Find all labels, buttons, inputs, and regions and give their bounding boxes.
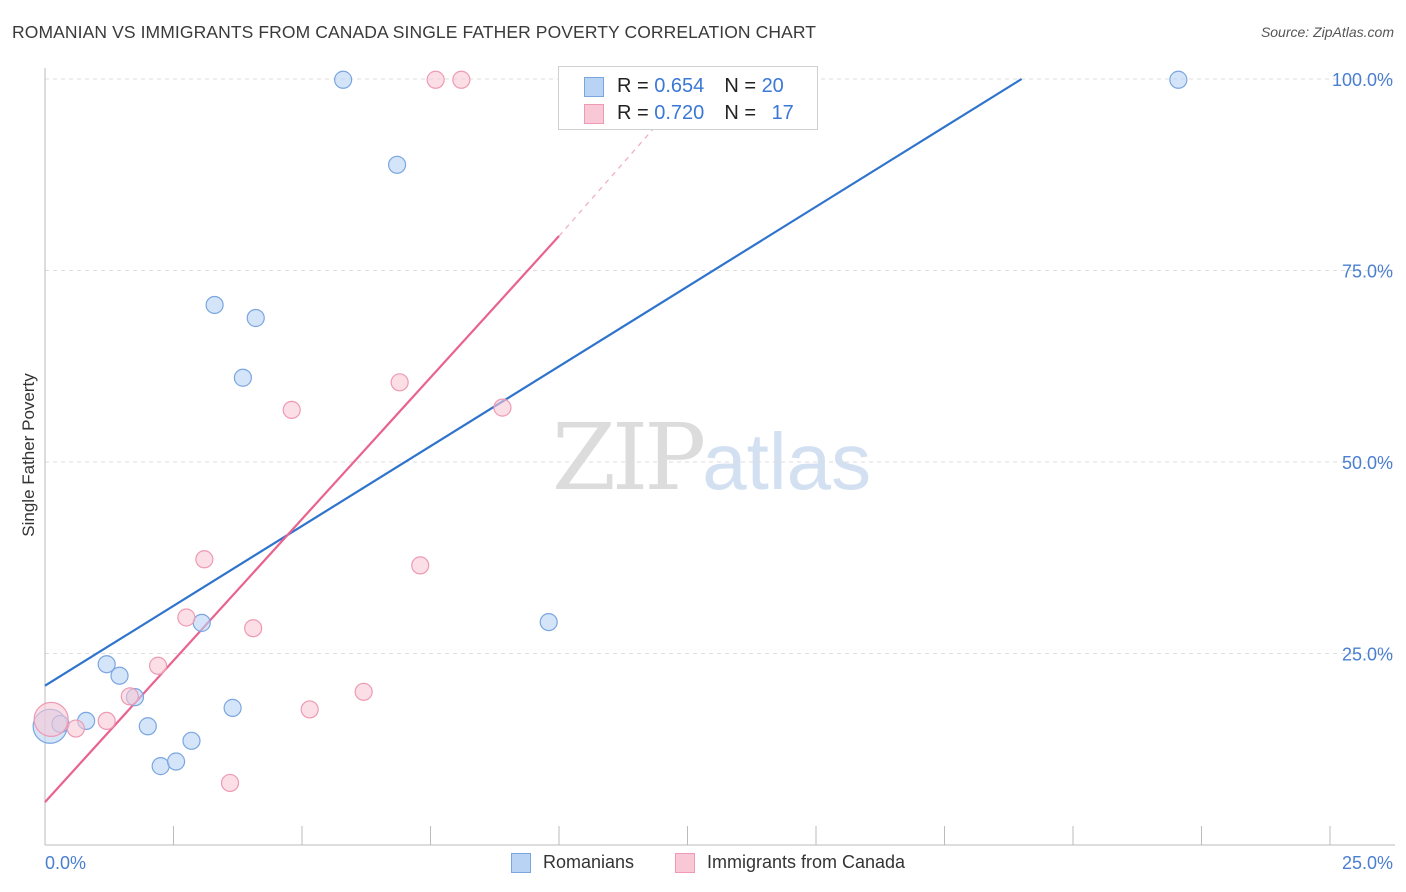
point-blue-15 bbox=[334, 70, 353, 89]
point-blue-8 bbox=[166, 752, 186, 771]
point-pink-1 bbox=[66, 719, 85, 738]
point-blue-9 bbox=[182, 731, 201, 750]
point-blue-7 bbox=[151, 757, 170, 776]
axes bbox=[44, 68, 1395, 846]
point-pink-15 bbox=[452, 70, 471, 89]
point-pink-11 bbox=[354, 682, 373, 701]
grid-lines bbox=[45, 78, 1395, 654]
legend-stats-canada: R = 0.720 N = 17 bbox=[617, 102, 794, 124]
x-tick-label-max: 25.0% bbox=[1342, 853, 1393, 873]
series-label-canada: Immigrants from Canada bbox=[707, 852, 906, 872]
point-pink-12 bbox=[390, 373, 409, 392]
series-legend: Romanians Immigrants from Canada bbox=[0, 852, 1406, 878]
point-blue-17 bbox=[539, 612, 558, 632]
point-pink-6 bbox=[195, 550, 214, 569]
point-pink-7 bbox=[220, 773, 240, 793]
point-pink-10 bbox=[300, 700, 319, 719]
point-pink-0 bbox=[33, 701, 69, 737]
legend-stats-romanians: R = 0.654 N = 20 bbox=[617, 75, 784, 97]
point-blue-13 bbox=[233, 368, 252, 387]
point-blue-3 bbox=[97, 655, 116, 674]
point-pink-9 bbox=[282, 400, 301, 420]
point-blue-12 bbox=[223, 698, 242, 717]
point-pink-4 bbox=[148, 656, 168, 675]
point-pink-3 bbox=[120, 687, 139, 706]
y-tick-label-100: 100.0% bbox=[1332, 70, 1393, 90]
point-pink-14 bbox=[426, 70, 445, 89]
point-blue-16 bbox=[387, 155, 407, 174]
y-tick-label-50: 50.0% bbox=[1342, 453, 1393, 473]
chart-title: ROMANIAN VS IMMIGRANTS FROM CANADA SINGL… bbox=[12, 22, 817, 42]
point-blue-4 bbox=[110, 666, 129, 685]
point-blue-10 bbox=[192, 613, 211, 632]
trend-line-extension-pink bbox=[558, 124, 658, 237]
data-points bbox=[32, 70, 1188, 793]
point-pink-8 bbox=[244, 619, 263, 638]
y-tick-label-25: 25.0% bbox=[1342, 645, 1393, 665]
point-pink-16 bbox=[493, 398, 512, 417]
point-blue-11 bbox=[205, 295, 224, 315]
legend-swatch-pink bbox=[584, 104, 604, 124]
correlation-legend: R = 0.654 N = 20 R = 0.720 N = 17 bbox=[558, 66, 818, 130]
point-blue-14 bbox=[246, 308, 265, 328]
point-pink-5 bbox=[177, 608, 196, 627]
point-blue-18 bbox=[1169, 70, 1188, 89]
point-pink-2 bbox=[97, 711, 116, 731]
point-blue-6 bbox=[138, 717, 157, 736]
y-tick-label-75: 75.0% bbox=[1342, 262, 1393, 282]
trend-lines bbox=[44, 78, 1023, 803]
source-label: Source: ZipAtlas.com bbox=[1260, 24, 1394, 40]
legend-swatch-blue bbox=[584, 77, 604, 97]
point-pink-13 bbox=[411, 556, 430, 575]
series-swatch-blue bbox=[511, 853, 531, 873]
x-tick-label-min: 0.0% bbox=[45, 853, 86, 873]
series-swatch-pink bbox=[675, 853, 695, 873]
tick-labels: 25.0% 50.0% 75.0% 100.0% 0.0% 25.0% Single Fat… bbox=[19, 70, 1393, 873]
trend-line-blue bbox=[44, 78, 1023, 687]
trend-line-pink bbox=[44, 235, 560, 803]
series-label-romanians: Romanians bbox=[543, 852, 635, 872]
y-axis-label: Single Father Poverty bbox=[19, 373, 38, 537]
